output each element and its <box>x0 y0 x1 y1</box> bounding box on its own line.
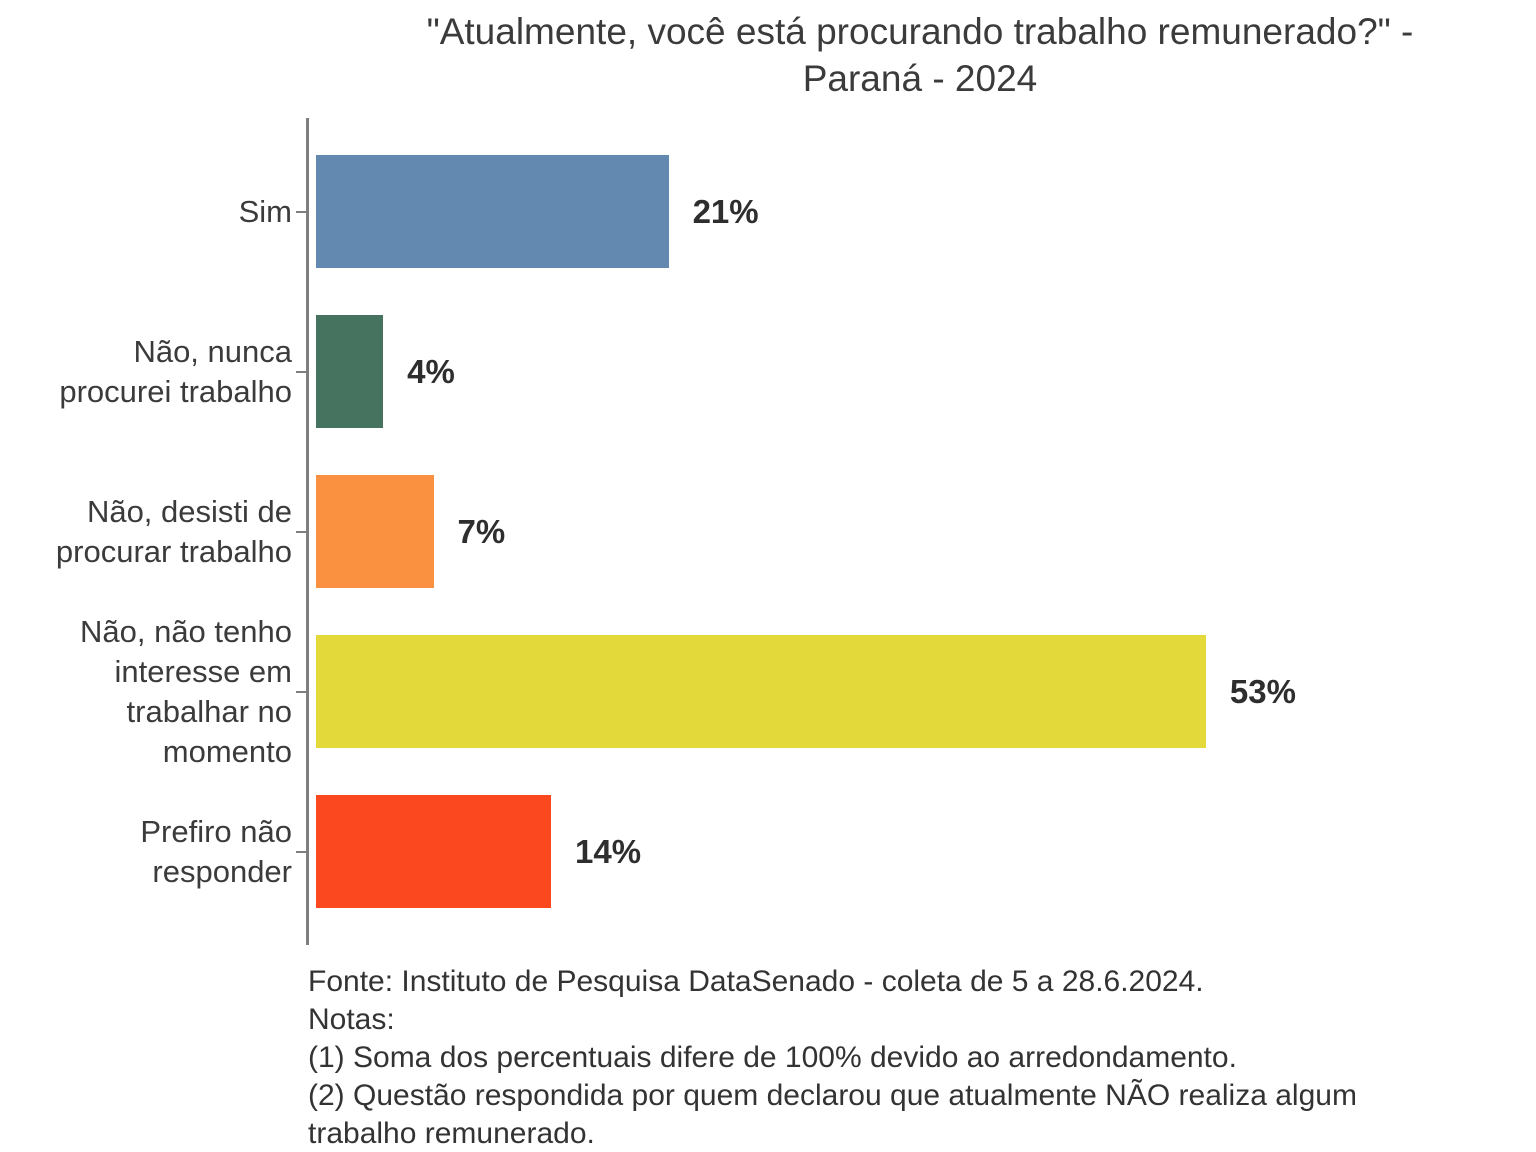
footnotes: Fonte: Instituto de Pesquisa DataSenado … <box>308 963 1443 1152</box>
bar <box>316 475 434 588</box>
value-label: 53% <box>1229 672 1296 710</box>
axis-tick <box>296 690 306 693</box>
value-label: 4% <box>407 352 455 390</box>
note-2: (2) Questão respondida por quem declarou… <box>308 1079 1357 1150</box>
axis-tick <box>296 210 306 213</box>
category-label: Não, desisti de procurar trabalho <box>55 493 292 569</box>
bar <box>316 315 384 428</box>
source-note: Fonte: Instituto de Pesquisa DataSenado … <box>308 965 1204 998</box>
category-label: Prefiro não responder <box>140 813 292 889</box>
axis-tick <box>296 850 306 853</box>
plot-area: Sim 21% Não, nunca procurei trabalho 4% … <box>56 118 1536 945</box>
bar <box>316 795 552 908</box>
chart-title: "Atualmente, você está procurando trabal… <box>426 11 1414 99</box>
category-label: Sim <box>238 193 292 229</box>
value-label: 21% <box>692 192 759 230</box>
bar <box>316 155 669 268</box>
axis-tick <box>296 530 306 533</box>
value-label: 14% <box>575 832 642 870</box>
notes-heading: Notas: <box>308 1003 395 1036</box>
category-label: Não, nunca procurei trabalho <box>59 333 292 409</box>
value-label: 7% <box>457 512 506 550</box>
bar <box>316 635 1206 748</box>
bar-row: Não, desisti de procurar trabalho 7% <box>56 475 1529 588</box>
note-1: (1) Soma dos percentuais difere de 100% … <box>308 1041 1237 1074</box>
bar-row: Sim 21% <box>239 155 1529 268</box>
axis-tick <box>296 370 306 373</box>
category-label: Não, não tenho interesse em trabalhar no… <box>79 613 292 769</box>
bar-row: Prefiro não responder 14% <box>140 795 1529 908</box>
bar-row: Não, nunca procurei trabalho 4% <box>59 315 1529 428</box>
bar-row: Não, não tenho interesse em trabalhar no… <box>80 614 1529 769</box>
